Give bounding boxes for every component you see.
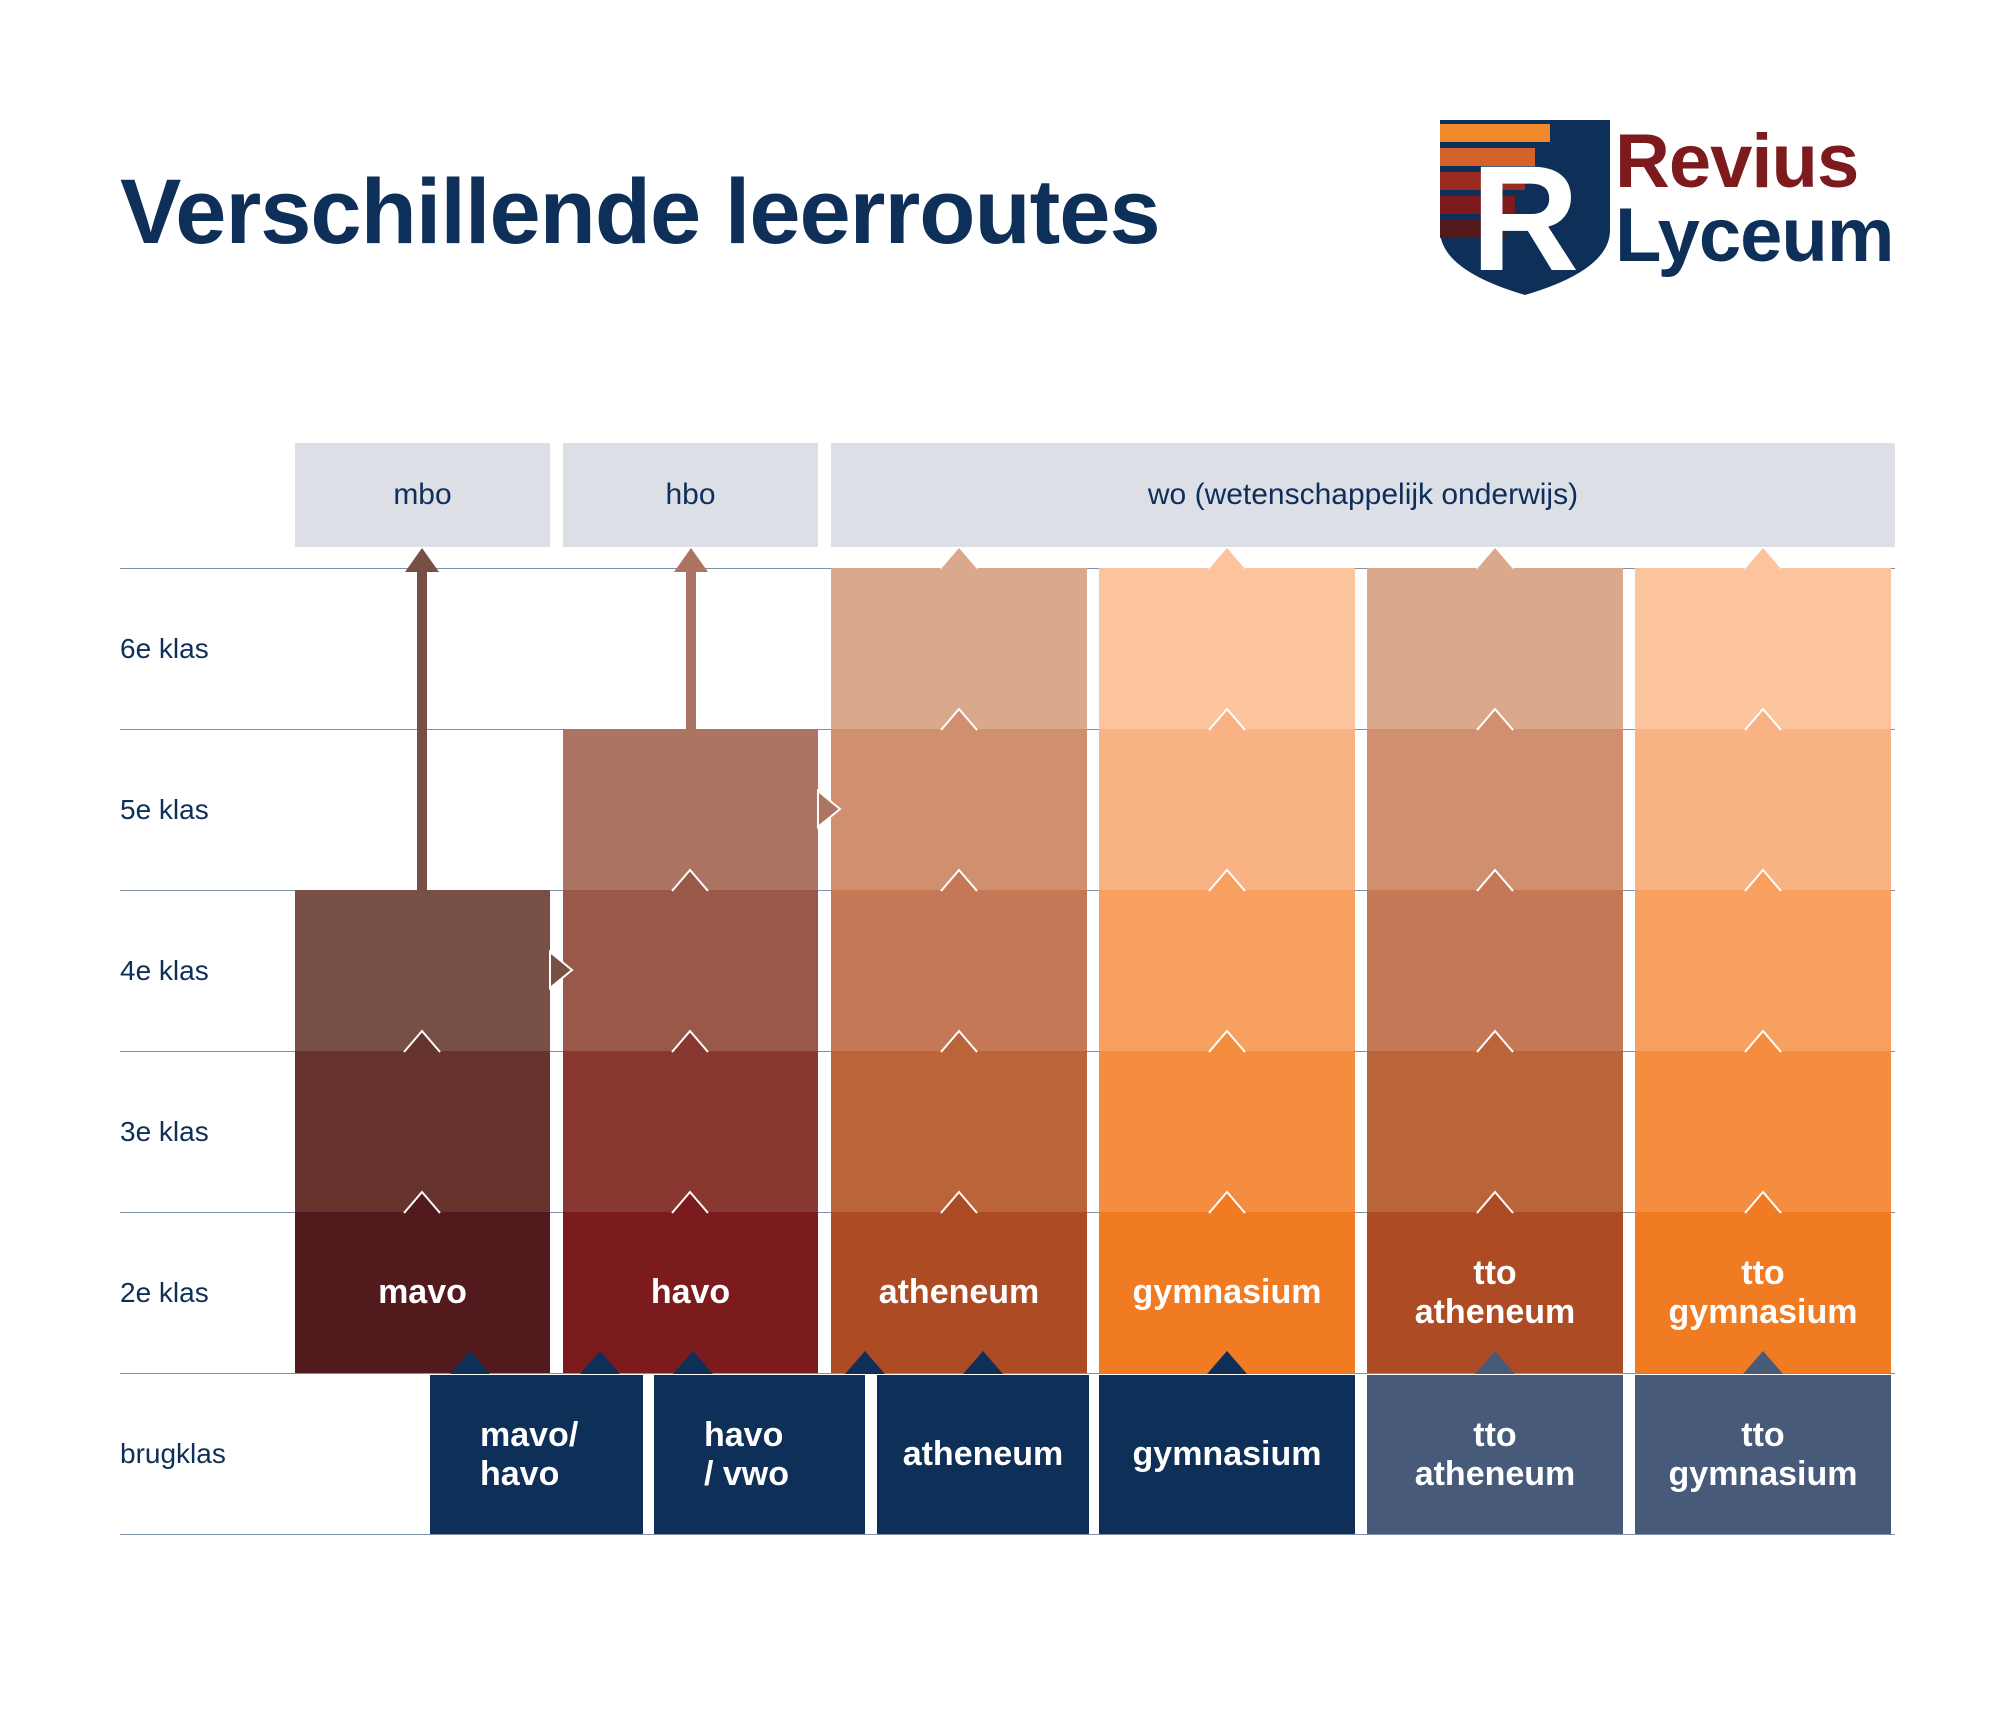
route-cell xyxy=(563,1212,818,1373)
route-cell xyxy=(563,890,818,1051)
route-cell xyxy=(1099,890,1355,1051)
route-cell xyxy=(1635,568,1891,729)
route-cell xyxy=(1635,729,1891,890)
route-cell xyxy=(295,890,550,1051)
wo-arrowhead-icon xyxy=(941,548,977,569)
brugklas-block: mavo/ havo xyxy=(430,1375,643,1534)
brugklas-block: havo / vwo xyxy=(654,1375,865,1534)
route-cell xyxy=(1367,890,1623,1051)
destination-hbo: hbo xyxy=(563,443,818,547)
route-cell xyxy=(1367,1051,1623,1212)
row-label: 4e klas xyxy=(120,954,209,986)
route-label: tto atheneum xyxy=(1414,1254,1576,1331)
route-cell xyxy=(1099,1212,1355,1373)
route-cell xyxy=(295,1051,550,1212)
page-title: Verschillende leerroutes xyxy=(120,161,1161,263)
up-chevron-icon xyxy=(1208,546,1246,570)
route-cell xyxy=(831,1051,1087,1212)
brugklas-block: tto atheneum xyxy=(1367,1375,1623,1534)
row-label: 3e klas xyxy=(120,1115,209,1147)
route-cell xyxy=(831,729,1087,890)
row-label: brugklas xyxy=(120,1437,226,1469)
up-chevron-icon xyxy=(1744,546,1782,570)
brugklas-block: gymnasium xyxy=(1099,1375,1355,1534)
route-cell xyxy=(831,1212,1087,1373)
row-label: 6e klas xyxy=(120,632,209,664)
route-cell xyxy=(563,1051,818,1212)
route-cell xyxy=(1367,568,1623,729)
route-label: havo xyxy=(650,1273,731,1312)
row-divider xyxy=(120,1534,1895,1535)
up-chevron-icon xyxy=(940,546,978,570)
row-label: 2e klas xyxy=(120,1276,209,1308)
route-cell xyxy=(563,729,818,890)
route-cell xyxy=(831,568,1087,729)
route-cell xyxy=(1635,890,1891,1051)
destination-mbo: mbo xyxy=(295,443,550,547)
route-cell xyxy=(295,1212,550,1373)
route-label: mavo xyxy=(378,1273,467,1312)
logo-text-revius: Revius xyxy=(1615,119,1859,204)
route-label: gymnasium xyxy=(1132,1273,1322,1312)
wo-arrowhead-icon xyxy=(1209,548,1245,569)
route-label: tto gymnasium xyxy=(1668,1254,1858,1331)
row-divider xyxy=(120,1373,1895,1374)
shield-logo-icon: R xyxy=(1440,120,1610,295)
wo-arrowhead-icon xyxy=(1477,548,1513,569)
route-label: atheneum xyxy=(878,1273,1040,1312)
route-cell xyxy=(1099,729,1355,890)
route-cell xyxy=(1367,729,1623,890)
destination-wo: wo (wetenschappelijk onderwijs) xyxy=(831,443,1895,547)
route-cell xyxy=(831,890,1087,1051)
route-cell xyxy=(1099,568,1355,729)
brugklas-block: atheneum xyxy=(877,1375,1089,1534)
route-cell xyxy=(1635,1051,1891,1212)
route-cell xyxy=(1367,1212,1623,1373)
hbo-arrow-shaft xyxy=(686,570,696,729)
brugklas-block: tto gymnasium xyxy=(1635,1375,1891,1534)
row-label: 5e klas xyxy=(120,793,209,825)
logo-text-lyceum: Lyceum xyxy=(1615,193,1894,278)
route-cell xyxy=(1099,1051,1355,1212)
up-chevron-icon xyxy=(1476,546,1514,570)
revius-lyceum-logo: R Revius Lyceum xyxy=(1440,120,1900,295)
mbo-arrow-shaft xyxy=(417,570,427,890)
wo-arrowhead-icon xyxy=(1745,548,1781,569)
route-cell xyxy=(1635,1212,1891,1373)
svg-text:R: R xyxy=(1471,134,1579,295)
